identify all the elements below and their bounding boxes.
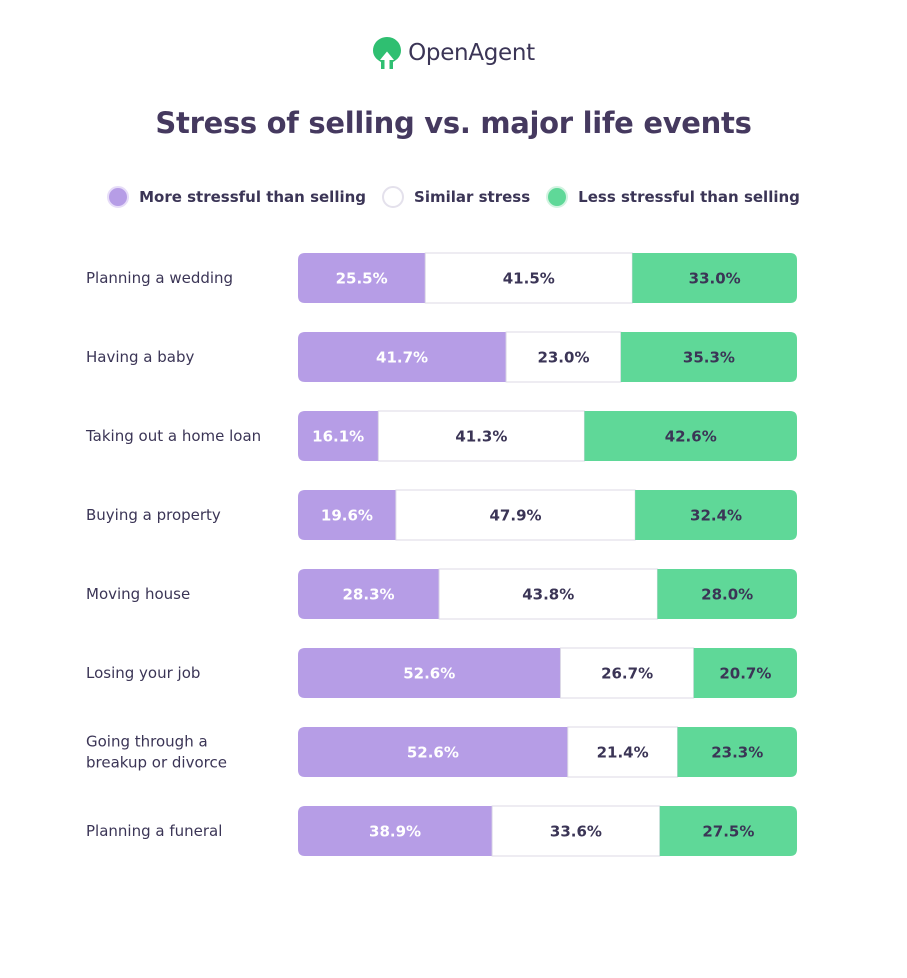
value-label-planning-a-wedding-more-stressful-than-selling: 25.5% bbox=[336, 270, 388, 288]
category-label-taking-out-a-home-loan: Taking out a home loan bbox=[85, 427, 261, 445]
value-label-having-a-baby-similar-stress: 23.0% bbox=[537, 349, 589, 367]
bar-row-moving-house: Moving house 28.3% 43.8% 28.0% bbox=[86, 569, 797, 619]
value-label-moving-house-less-stressful-than-selling: 28.0% bbox=[701, 586, 753, 604]
value-label-taking-out-a-home-loan-more-stressful-than-selling: 16.1% bbox=[312, 428, 364, 446]
value-label-having-a-baby-less-stressful-than-selling: 35.3% bbox=[683, 349, 735, 367]
category-label-planning-a-funeral: Planning a funeral bbox=[86, 822, 222, 840]
value-label-taking-out-a-home-loan-less-stressful-than-selling: 42.6% bbox=[665, 428, 717, 446]
value-label-going-through-a-breakup-or-divorce-less-stressful-than-selling: 23.3% bbox=[711, 744, 763, 762]
bar-row-planning-a-funeral: Planning a funeral 38.9% 33.6% 27.5% bbox=[86, 806, 797, 856]
category-label-losing-your-job: Losing your job bbox=[86, 664, 200, 682]
value-label-losing-your-job-more-stressful-than-selling: 52.6% bbox=[403, 665, 455, 683]
bar-row-losing-your-job: Losing your job 52.6% 26.7% 20.7% bbox=[86, 648, 797, 698]
category-label-planning-a-wedding: Planning a wedding bbox=[86, 269, 233, 287]
category-label-going-through-a-breakup-or-divorce: Going through a breakup or divorce bbox=[86, 733, 227, 772]
value-label-planning-a-funeral-similar-stress: 33.6% bbox=[550, 823, 602, 841]
value-label-buying-a-property-similar-stress: 47.9% bbox=[490, 507, 542, 525]
value-label-buying-a-property-less-stressful-than-selling: 32.4% bbox=[690, 507, 742, 525]
value-label-moving-house-similar-stress: 43.8% bbox=[522, 586, 574, 604]
category-label-having-a-baby: Having a baby bbox=[86, 348, 195, 366]
bar-row-having-a-baby: Having a baby 41.7% 23.0% 35.3% bbox=[86, 332, 797, 382]
value-label-planning-a-funeral-more-stressful-than-selling: 38.9% bbox=[369, 823, 421, 841]
value-label-moving-house-more-stressful-than-selling: 28.3% bbox=[343, 586, 395, 604]
bar-row-taking-out-a-home-loan: Taking out a home loan 16.1% 41.3% 42.6% bbox=[85, 411, 797, 461]
value-label-going-through-a-breakup-or-divorce-similar-stress: 21.4% bbox=[597, 744, 649, 762]
value-label-planning-a-wedding-less-stressful-than-selling: 33.0% bbox=[689, 270, 741, 288]
value-label-having-a-baby-more-stressful-than-selling: 41.7% bbox=[376, 349, 428, 367]
value-label-planning-a-wedding-similar-stress: 41.5% bbox=[503, 270, 555, 288]
stacked-bar-chart: Planning a wedding 25.5% 41.5% 33.0% Having … bbox=[0, 0, 907, 978]
value-label-losing-your-job-similar-stress: 26.7% bbox=[601, 665, 653, 683]
value-label-buying-a-property-more-stressful-than-selling: 19.6% bbox=[321, 507, 373, 525]
category-label-moving-house: Moving house bbox=[86, 585, 190, 603]
value-label-losing-your-job-less-stressful-than-selling: 20.7% bbox=[719, 665, 771, 683]
bar-row-buying-a-property: Buying a property 19.6% 47.9% 32.4% bbox=[86, 490, 797, 540]
bar-row-going-through-a-breakup-or-divorce: Going through a breakup or divorce 52.6% 21… bbox=[86, 727, 797, 777]
value-label-taking-out-a-home-loan-similar-stress: 41.3% bbox=[455, 428, 507, 446]
category-label-buying-a-property: Buying a property bbox=[86, 506, 221, 524]
value-label-going-through-a-breakup-or-divorce-more-stressful-than-selling: 52.6% bbox=[407, 744, 459, 762]
bar-row-planning-a-wedding: Planning a wedding 25.5% 41.5% 33.0% bbox=[86, 253, 797, 303]
value-label-planning-a-funeral-less-stressful-than-selling: 27.5% bbox=[702, 823, 754, 841]
